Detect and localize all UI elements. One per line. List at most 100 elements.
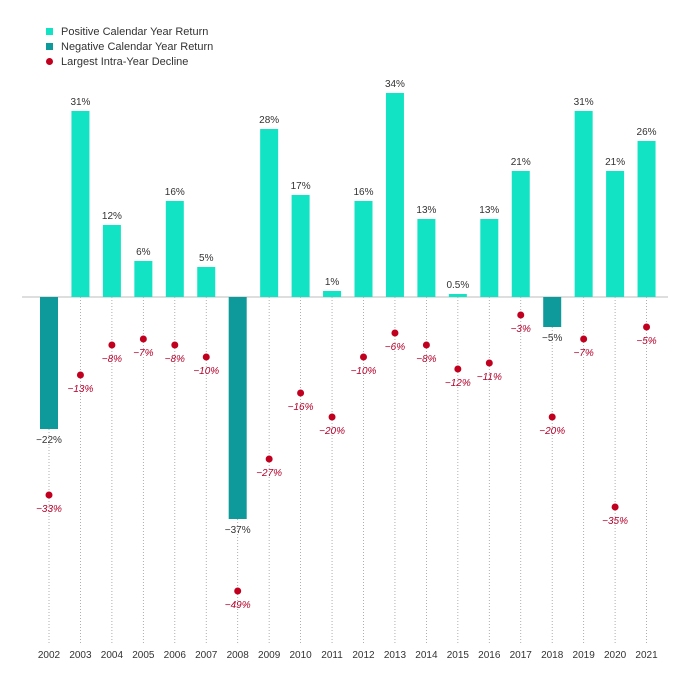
legend-item-decline: Largest Intra-Year Decline bbox=[46, 54, 213, 69]
year-label-2010: 2010 bbox=[289, 650, 312, 661]
decline-dot-2016 bbox=[485, 359, 493, 367]
bar-label-2008: −37% bbox=[225, 525, 251, 536]
bar-label-2017: 21% bbox=[511, 157, 531, 168]
bar-2019 bbox=[574, 111, 593, 297]
bar-label-2020: 21% bbox=[605, 157, 625, 168]
negative-swatch-icon bbox=[46, 43, 53, 50]
decline-label-2014: −8% bbox=[416, 354, 436, 365]
year-label-2007: 2007 bbox=[195, 650, 218, 661]
bar-label-2015: 0.5% bbox=[446, 280, 469, 291]
bar-2002 bbox=[40, 297, 58, 429]
bar-2005 bbox=[134, 261, 153, 297]
bar-2016 bbox=[480, 219, 499, 297]
positive-swatch-icon bbox=[46, 28, 53, 35]
year-label-2003: 2003 bbox=[69, 650, 92, 661]
bar-label-2006: 16% bbox=[165, 187, 185, 198]
year-label-2004: 2004 bbox=[101, 650, 124, 661]
decline-label-2018: −20% bbox=[539, 426, 565, 437]
decline-label-2016: −11% bbox=[477, 372, 502, 383]
bar-2013 bbox=[385, 93, 404, 297]
year-label-2019: 2019 bbox=[573, 650, 596, 661]
year-label-2002: 2002 bbox=[38, 650, 61, 661]
decline-label-2013: −6% bbox=[385, 342, 405, 353]
bar-2018 bbox=[543, 297, 562, 327]
year-label-2014: 2014 bbox=[415, 650, 438, 661]
decline-label-2019: −7% bbox=[574, 348, 594, 359]
bar-2012 bbox=[354, 201, 373, 297]
bar-2020 bbox=[606, 171, 625, 297]
year-label-2005: 2005 bbox=[132, 650, 155, 661]
bar-label-2012: 16% bbox=[353, 187, 373, 198]
decline-label-2011: −20% bbox=[319, 426, 345, 437]
bar-label-2010: 17% bbox=[291, 181, 311, 192]
bar-label-2016: 13% bbox=[479, 205, 499, 216]
year-label-2009: 2009 bbox=[258, 650, 281, 661]
decline-label-2015: −12% bbox=[445, 378, 471, 389]
decline-dot-2009 bbox=[265, 455, 273, 463]
bar-label-2003: 31% bbox=[70, 97, 90, 108]
bar-2011 bbox=[323, 291, 342, 297]
bar-label-2005: 6% bbox=[136, 247, 151, 258]
bar-label-2021: 26% bbox=[637, 127, 657, 138]
bar-label-2014: 13% bbox=[416, 205, 436, 216]
decline-dot-2012 bbox=[360, 353, 367, 361]
bar-2021 bbox=[637, 141, 656, 297]
decline-dot-2020 bbox=[611, 503, 619, 511]
decline-dot-2015 bbox=[454, 365, 462, 373]
decline-label-2003: −13% bbox=[68, 384, 94, 395]
decline-dot-2011 bbox=[328, 413, 336, 421]
decline-label-2010: −16% bbox=[288, 402, 314, 413]
year-label-2017: 2017 bbox=[510, 650, 533, 661]
year-label-2006: 2006 bbox=[164, 650, 187, 661]
decline-label-2012: −10% bbox=[351, 366, 377, 377]
decline-label-2021: −5% bbox=[636, 336, 656, 347]
decline-dot-2002 bbox=[45, 491, 53, 499]
year-label-2011: 2011 bbox=[321, 650, 343, 661]
decline-dot-2008 bbox=[234, 587, 242, 595]
legend-label-negative: Negative Calendar Year Return bbox=[61, 40, 214, 53]
bar-label-2002: −22% bbox=[36, 435, 62, 446]
bar-2007 bbox=[197, 267, 216, 297]
decline-dot-icon bbox=[46, 58, 53, 65]
bar-label-2011: 1% bbox=[325, 277, 340, 288]
year-label-2016: 2016 bbox=[478, 650, 501, 661]
decline-label-2020: −35% bbox=[602, 516, 628, 527]
legend-item-positive: Positive Calendar Year Return bbox=[46, 24, 213, 39]
decline-label-2007: −10% bbox=[193, 366, 219, 377]
legend-label-decline: Largest Intra-Year Decline bbox=[61, 55, 189, 68]
decline-dot-2013 bbox=[391, 329, 399, 337]
year-label-2021: 2021 bbox=[635, 650, 658, 661]
decline-label-2017: −3% bbox=[511, 324, 531, 335]
decline-dot-2005 bbox=[139, 335, 147, 343]
year-label-2013: 2013 bbox=[384, 650, 407, 661]
bar-2010 bbox=[291, 195, 310, 297]
bar-2003 bbox=[71, 111, 90, 297]
bar-2009 bbox=[260, 129, 279, 297]
bar-2008 bbox=[228, 297, 247, 519]
year-label-2008: 2008 bbox=[227, 650, 250, 661]
legend-label-positive: Positive Calendar Year Return bbox=[61, 25, 209, 38]
bar-2017 bbox=[511, 171, 530, 297]
decline-label-2002: −33% bbox=[36, 504, 62, 515]
decline-dot-2018 bbox=[548, 413, 556, 421]
decline-dot-2019 bbox=[580, 335, 588, 343]
year-label-2020: 2020 bbox=[604, 650, 627, 661]
year-label-2018: 2018 bbox=[541, 650, 564, 661]
decline-label-2005: −7% bbox=[133, 348, 153, 359]
year-label-2015: 2015 bbox=[447, 650, 470, 661]
decline-label-2008: −49% bbox=[225, 600, 251, 611]
decline-dot-2004 bbox=[108, 341, 116, 349]
bar-label-2013: 34% bbox=[385, 79, 405, 90]
bar-label-2004: 12% bbox=[102, 211, 122, 222]
decline-dot-2007 bbox=[202, 353, 210, 361]
bar-label-2018: −5% bbox=[542, 333, 562, 344]
decline-label-2004: −8% bbox=[102, 354, 122, 365]
legend: Positive Calendar Year Return Negative C… bbox=[46, 24, 213, 69]
decline-dot-2017 bbox=[517, 311, 525, 319]
decline-dot-2014 bbox=[422, 341, 430, 349]
bar-2004 bbox=[102, 225, 121, 297]
bar-label-2009: 28% bbox=[259, 115, 279, 126]
decline-label-2009: −27% bbox=[256, 468, 282, 479]
bar-2006 bbox=[165, 201, 184, 297]
